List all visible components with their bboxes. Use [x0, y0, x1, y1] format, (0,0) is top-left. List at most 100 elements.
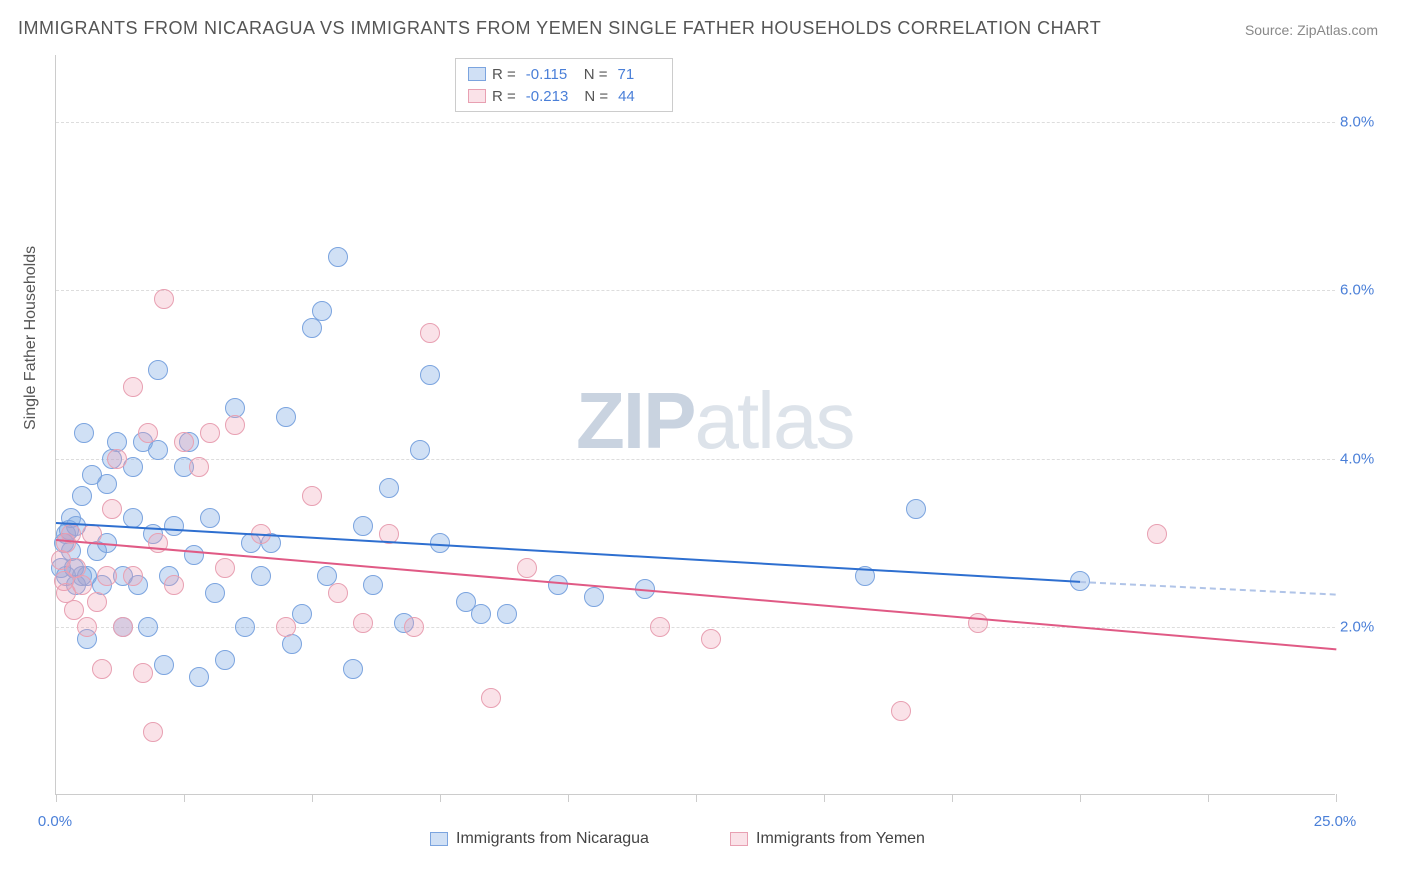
scatter-point — [312, 301, 332, 321]
x-tick — [824, 794, 825, 802]
y-axis-label: Single Father Households — [22, 246, 40, 430]
series-legend-item: Immigrants from Yemen — [730, 830, 925, 848]
x-tick — [56, 794, 57, 802]
scatter-point — [276, 407, 296, 427]
scatter-point — [379, 478, 399, 498]
scatter-point — [302, 318, 322, 338]
scatter-point — [205, 583, 225, 603]
r-value: -0.115 — [526, 66, 568, 83]
scatter-point — [189, 457, 209, 477]
x-tick — [184, 794, 185, 802]
x-tick — [1336, 794, 1337, 802]
y-tick-label: 2.0% — [1340, 618, 1390, 635]
gridline — [56, 459, 1335, 460]
stats-legend-row: R = -0.115 N = 71 — [468, 63, 660, 85]
x-tick — [696, 794, 697, 802]
scatter-point — [107, 449, 127, 469]
n-label: N = — [584, 88, 608, 105]
source-prefix: Source: — [1245, 22, 1293, 38]
scatter-point — [164, 575, 184, 595]
y-tick-label: 8.0% — [1340, 114, 1390, 131]
scatter-point — [113, 617, 133, 637]
scatter-point — [481, 688, 501, 708]
scatter-point — [123, 508, 143, 528]
gridline — [56, 122, 1335, 123]
scatter-point — [225, 415, 245, 435]
scatter-point — [968, 613, 988, 633]
scatter-point — [302, 486, 322, 506]
x-tick — [1208, 794, 1209, 802]
scatter-point — [102, 499, 122, 519]
x-tick — [952, 794, 953, 802]
scatter-point — [420, 323, 440, 343]
n-label: N = — [584, 66, 608, 83]
plot-area: ZIPatlas 2.0%4.0%6.0%8.0% — [55, 55, 1335, 795]
series-name: Immigrants from Nicaragua — [456, 830, 649, 848]
stats-legend: R = -0.115 N = 71 R = -0.213 N = 44 — [455, 58, 673, 112]
n-value: 71 — [618, 66, 660, 83]
gridline — [56, 290, 1335, 291]
scatter-point — [215, 650, 235, 670]
r-label: R = — [492, 88, 516, 105]
scatter-point — [343, 659, 363, 679]
scatter-point — [328, 247, 348, 267]
r-label: R = — [492, 66, 516, 83]
scatter-point — [74, 423, 94, 443]
legend-swatch — [468, 89, 486, 103]
scatter-point — [138, 423, 158, 443]
scatter-point — [64, 600, 84, 620]
scatter-point — [251, 566, 271, 586]
scatter-point — [77, 617, 97, 637]
scatter-point — [410, 440, 430, 460]
watermark: ZIPatlas — [576, 375, 853, 467]
scatter-point — [363, 575, 383, 595]
scatter-point — [420, 365, 440, 385]
legend-swatch — [730, 832, 748, 846]
scatter-point — [276, 617, 296, 637]
scatter-point — [148, 360, 168, 380]
source-link[interactable]: ZipAtlas.com — [1297, 22, 1378, 38]
watermark-bold: ZIP — [576, 376, 694, 465]
scatter-point — [235, 617, 255, 637]
scatter-point — [471, 604, 491, 624]
scatter-point — [189, 667, 209, 687]
chart-title: IMMIGRANTS FROM NICARAGUA VS IMMIGRANTS … — [18, 18, 1101, 39]
x-tick-label: 25.0% — [1314, 813, 1357, 830]
scatter-point — [148, 440, 168, 460]
watermark-rest: atlas — [694, 376, 853, 465]
x-tick — [312, 794, 313, 802]
scatter-point — [133, 663, 153, 683]
x-tick-label: 0.0% — [38, 813, 72, 830]
scatter-point — [87, 592, 107, 612]
scatter-point — [92, 659, 112, 679]
scatter-point — [143, 722, 163, 742]
scatter-point — [353, 516, 373, 536]
scatter-point — [215, 558, 235, 578]
series-legend-item: Immigrants from Nicaragua — [430, 830, 649, 848]
x-tick — [440, 794, 441, 802]
scatter-point — [1147, 524, 1167, 544]
scatter-point — [200, 508, 220, 528]
scatter-point — [72, 575, 92, 595]
source-label: Source: ZipAtlas.com — [1245, 22, 1378, 38]
x-tick — [568, 794, 569, 802]
scatter-point — [138, 617, 158, 637]
scatter-point — [548, 575, 568, 595]
scatter-point — [174, 432, 194, 452]
scatter-point — [891, 701, 911, 721]
scatter-point — [154, 655, 174, 675]
r-value: -0.213 — [526, 88, 569, 105]
scatter-point — [72, 486, 92, 506]
scatter-point — [584, 587, 604, 607]
x-tick — [1080, 794, 1081, 802]
chart-container: IMMIGRANTS FROM NICARAGUA VS IMMIGRANTS … — [0, 0, 1406, 892]
scatter-point — [353, 613, 373, 633]
n-value: 44 — [618, 88, 660, 105]
scatter-point — [404, 617, 424, 637]
scatter-point — [906, 499, 926, 519]
scatter-point — [164, 516, 184, 536]
scatter-point — [701, 629, 721, 649]
scatter-point — [497, 604, 517, 624]
scatter-point — [328, 583, 348, 603]
scatter-point — [154, 289, 174, 309]
